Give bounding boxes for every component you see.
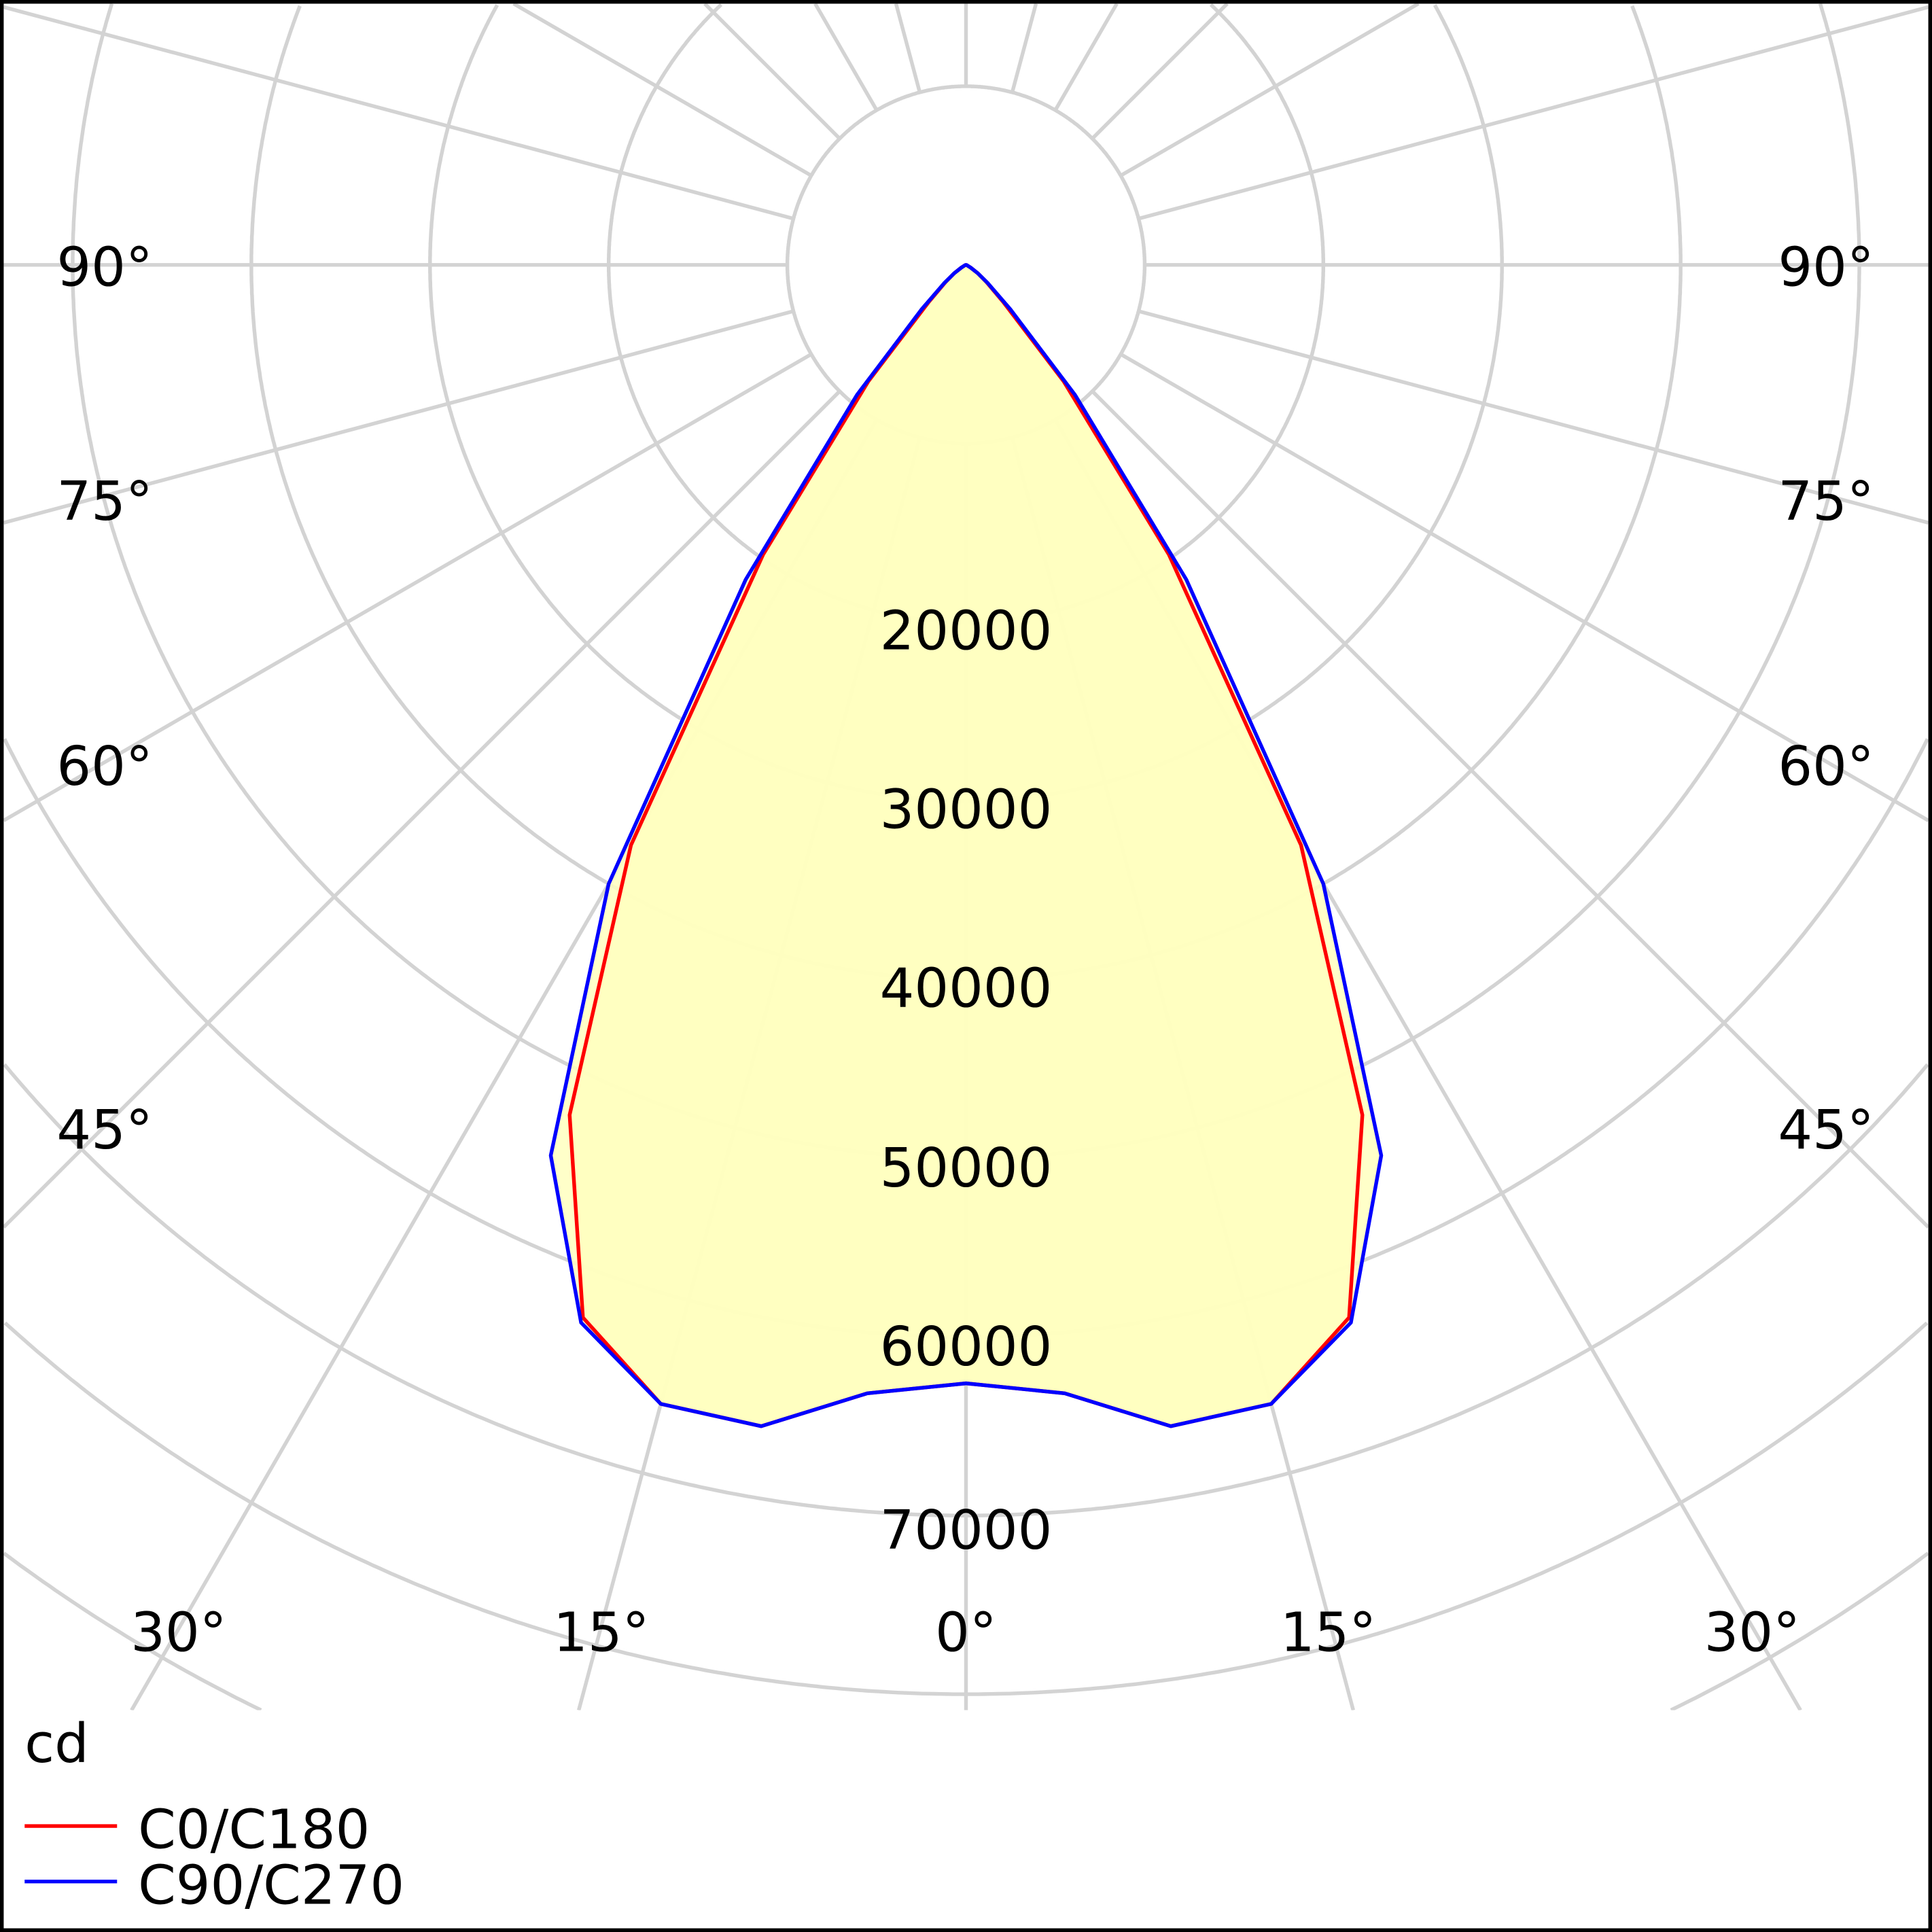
intensity-fill (550, 264, 1382, 1426)
grid-circle (1670, 1551, 1929, 1710)
unit-label: cd (24, 1712, 89, 1775)
radial-tick-label: 40000 (880, 956, 1053, 1019)
radial-tick-label: 60000 (880, 1315, 1053, 1378)
radial-tick-label: 70000 (880, 1498, 1053, 1562)
grid-circle (1433, 4, 1504, 265)
grid-radial-line (1138, 5, 1929, 221)
angle-label-bottom-15-right: 15° (1280, 1601, 1376, 1664)
angle-label-left-45: 45° (56, 1098, 152, 1161)
grid-circle (3, 1551, 262, 1710)
angle-label-right-75: 75° (1778, 470, 1874, 533)
grid-radial-line (813, 3, 879, 111)
radial-tick-label: 50000 (880, 1136, 1053, 1199)
angle-label-left-60: 60° (56, 735, 152, 798)
grid-radial-line (512, 3, 813, 177)
grid-radial-line (3, 389, 841, 1229)
angle-label-bottom-30-left: 30° (130, 1601, 226, 1664)
grid-radial-line (3, 5, 794, 221)
grid-radial-line (1138, 309, 1929, 525)
angle-label-right-60: 60° (1778, 735, 1874, 798)
grid-radial-line (3, 352, 813, 822)
angle-label-bottom-30-right: 30° (1704, 1601, 1800, 1664)
legend: cd C0/C180 C90/C270 (24, 1712, 404, 1916)
labels: 90° 75° 60° 45° 90° 75° 60° 45° 30° 15° … (56, 236, 1874, 1664)
grid-radial-line (1091, 3, 1229, 140)
grid-radial-line (1091, 389, 1929, 1229)
angle-label-right-90: 90° (1778, 236, 1874, 299)
curves (548, 263, 1384, 1428)
legend-label-c90-c270: C90/C270 (138, 1853, 404, 1916)
legend-label-c0-c180: C0/C180 (138, 1798, 370, 1861)
angle-label-left-75: 75° (56, 470, 152, 533)
grid-circle (1630, 5, 1683, 265)
angle-label-right-45: 45° (1778, 1098, 1874, 1161)
radial-tick-label: 20000 (880, 599, 1053, 663)
grid-radial-line (1119, 3, 1420, 177)
angle-label-left-90: 90° (56, 236, 152, 299)
grid-radial-line (1053, 3, 1119, 111)
grid-circle (1818, 3, 1861, 265)
grid-radial-line (703, 3, 841, 140)
series-curve-c90-c270 (548, 263, 1384, 1428)
grid-radial-line (1119, 352, 1929, 822)
angle-label-bottom-15-left: 15° (553, 1601, 649, 1664)
grid-circle (1209, 3, 1326, 265)
radial-tick-label: 30000 (880, 777, 1053, 841)
grid-radial-line (1010, 3, 1038, 93)
grid-radial-line (3, 309, 794, 525)
angle-label-bottom-0: 0° (935, 1601, 997, 1664)
grid-radial-line (894, 3, 922, 93)
